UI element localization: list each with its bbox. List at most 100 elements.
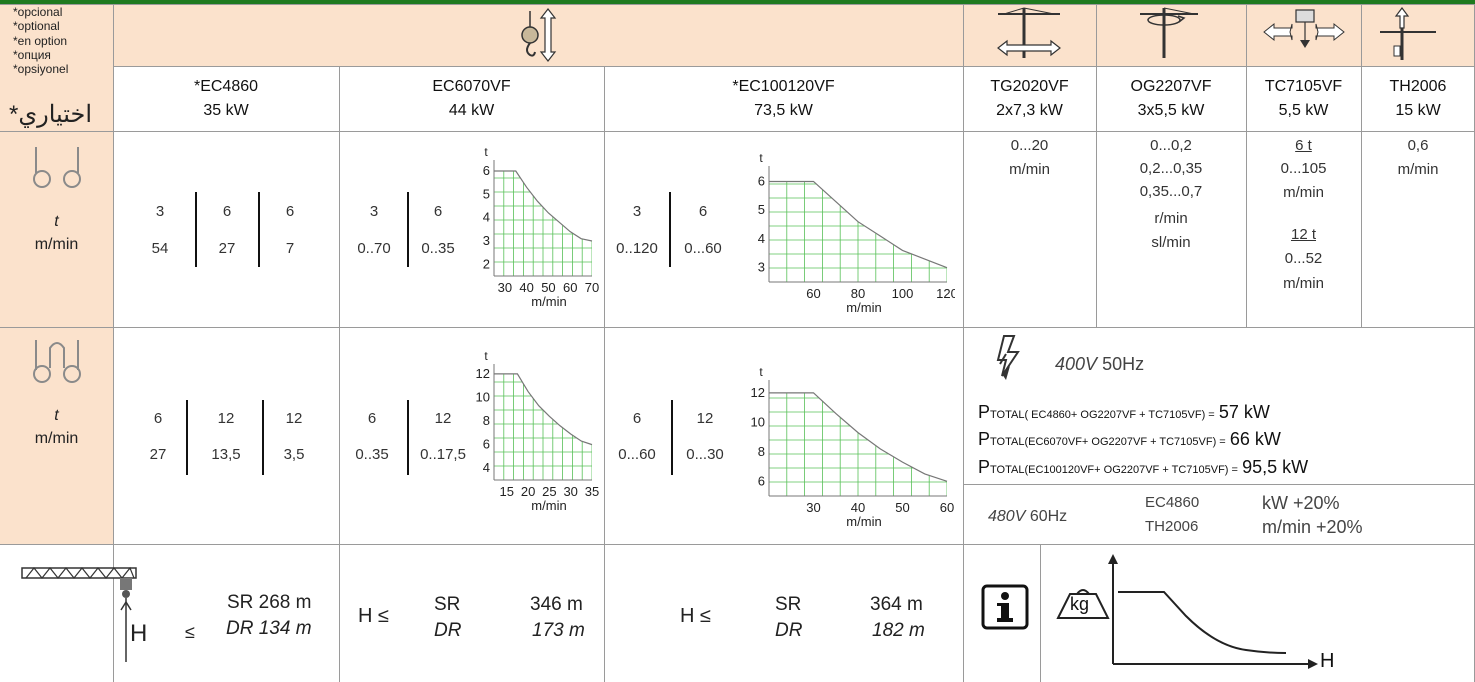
slewing-crane-icon xyxy=(1140,7,1198,58)
ec4860-4f-speed-3: 3,5 xyxy=(283,446,305,463)
boost-model-2: TH2006 xyxy=(1145,518,1199,535)
weight-icon-outline xyxy=(1056,593,1110,619)
separator xyxy=(407,192,409,267)
power-value: 95,5 kW xyxy=(1242,457,1309,477)
ec6070-le: ≤ xyxy=(378,605,389,627)
two-fall-reeving-icon xyxy=(33,147,81,188)
x-tick-label: 60 xyxy=(806,286,820,301)
ec4860-4f-load-3: 12 xyxy=(285,410,303,427)
power-p: P xyxy=(978,402,991,422)
crane-height-icon xyxy=(21,566,137,662)
boost-power: kW +20% xyxy=(1262,493,1340,513)
chart-ec100120-4fall: 6 8 10 12 30 40 50 60 t m/min xyxy=(751,365,955,529)
ec100120-sr-label: SR xyxy=(775,594,802,615)
power-p: P xyxy=(978,457,991,477)
x-tick-label: 40 xyxy=(851,500,865,515)
x-tick-label: 30 xyxy=(498,280,512,295)
optional-label-es: *opcional xyxy=(13,5,63,19)
frequency-50: 50Hz xyxy=(1102,354,1145,374)
ec100120-2f-load-1: 3 xyxy=(632,203,642,220)
lightning-icon xyxy=(996,335,1020,380)
y-tick-label: 10 xyxy=(751,414,765,429)
tc7105-speed-12t: 0...52 xyxy=(1284,250,1323,267)
y-tick-label: 5 xyxy=(758,202,765,217)
th2006-unit: m/min xyxy=(1397,161,1439,178)
voltage-480-value: 480V xyxy=(988,508,1026,525)
tc7105-load-6t: 6 t xyxy=(1295,137,1312,154)
separator xyxy=(671,400,673,475)
ec4860-sr: SR 268 m xyxy=(227,592,312,613)
y-tick-label: 10 xyxy=(476,389,490,404)
og2207-speed-2: 0,2...0,35 xyxy=(1139,160,1203,177)
ec6070-dr-label: DR xyxy=(434,620,462,641)
trolley-crane-icon xyxy=(997,7,1061,58)
power-ec100120vf: 73,5 kW xyxy=(754,102,813,119)
x-tick-label: 15 xyxy=(500,484,514,499)
load-height-diagram xyxy=(1056,554,1318,669)
separator xyxy=(258,192,260,267)
ec6070-4f-load-1: 6 xyxy=(367,410,377,427)
power-total-ec4860: PTOTAL( EC4860+ OG2207VF + TC7105VF) = 5… xyxy=(978,402,1270,423)
x-tick-label: 40 xyxy=(519,280,533,295)
ec6070-sr-value: 346 m xyxy=(530,594,583,615)
ec6070-4f-speed-2: 0..17,5 xyxy=(420,446,466,463)
tc7105-unit-6t: m/min xyxy=(1283,184,1324,201)
boost-model-1: EC4860 xyxy=(1145,494,1200,511)
options-column xyxy=(0,4,113,544)
x-axis-title: m/min xyxy=(531,294,566,309)
y-tick-label: 6 xyxy=(758,473,765,488)
hook-vertical-arrow-icon xyxy=(521,8,557,62)
capacity-curve xyxy=(769,180,948,269)
y-axis-title: t xyxy=(484,349,488,363)
ec100120-2f-speed-1: 0..120 xyxy=(616,240,658,257)
power-formula: TOTAL(EC6070VF+ OG2207VF + TC7105VF) = xyxy=(990,436,1226,448)
ec4860-2f-load-1: 3 xyxy=(155,203,165,220)
diagram-axis-h: H xyxy=(1320,650,1335,672)
y-tick-label: 12 xyxy=(476,366,490,381)
top-accent-bar xyxy=(0,0,1475,4)
model-tc7105vf: TC7105VF xyxy=(1264,78,1343,95)
y-tick-label: 8 xyxy=(758,444,765,459)
y-tick-label: 6 xyxy=(483,437,490,452)
y-tick-label: 5 xyxy=(483,186,490,201)
model-og2207vf: OG2207VF xyxy=(1130,78,1212,95)
chart-grid xyxy=(494,171,592,276)
chart-ec6070-4fall: 4 6 8 10 12 15 20 25 30 35 t m/min xyxy=(476,349,600,513)
chart-ec100120-2fall: 3 4 5 6 60 80 100 120 t m/min xyxy=(758,151,955,315)
optional-label-fr: *en option xyxy=(13,34,68,48)
power-formula: TOTAL(EC100120VF+ OG2207VF + TC7105VF) = xyxy=(990,464,1238,476)
chart-grid xyxy=(769,181,947,282)
trolley-travel-icon xyxy=(1263,9,1345,48)
ec4860-4f-speed-2: 13,5 xyxy=(211,446,241,463)
model-ec4860: *EC4860 xyxy=(193,78,259,95)
x-tick-label: 50 xyxy=(895,500,909,515)
power-total-ec100120: PTOTAL(EC100120VF+ OG2207VF + TC7105VF) … xyxy=(978,457,1308,478)
ec100120-4f-speed-2: 0...30 xyxy=(686,446,724,463)
ec6070-2f-speed-2: 0..35 xyxy=(421,240,455,257)
capacity-curve xyxy=(769,392,948,482)
x-tick-label: 60 xyxy=(563,280,577,295)
ec4860-h: H xyxy=(130,620,148,647)
ec100120-h-letter: H xyxy=(680,605,695,627)
y-tick-label: 4 xyxy=(758,231,765,246)
model-ec6070vf: EC6070VF xyxy=(432,78,511,95)
ec4860-2f-load-3: 6 xyxy=(285,203,295,220)
row3-unit-t: t xyxy=(54,407,59,424)
y-axis-title: t xyxy=(759,151,763,165)
ec100120-2f-load-2: 6 xyxy=(698,203,708,220)
power-tc7105vf: 5,5 kW xyxy=(1278,102,1329,119)
x-tick-label: 50 xyxy=(541,280,555,295)
model-th2006: TH2006 xyxy=(1389,78,1447,95)
capacity-curve xyxy=(494,373,593,446)
ec4860-dr: DR 134 m xyxy=(226,618,312,639)
separator xyxy=(407,400,409,475)
ec4860-le: ≤ xyxy=(185,622,195,642)
separator xyxy=(195,192,197,267)
ec100120-4f-load-2: 12 xyxy=(696,410,714,427)
ec100120-4f-speed-1: 0...60 xyxy=(618,446,656,463)
row2-unit-t: t xyxy=(54,213,59,230)
ec100120-h: H ≤ xyxy=(680,605,711,628)
y-tick-label: 4 xyxy=(483,210,490,225)
ec4860-2f-speed-1: 54 xyxy=(151,240,169,257)
